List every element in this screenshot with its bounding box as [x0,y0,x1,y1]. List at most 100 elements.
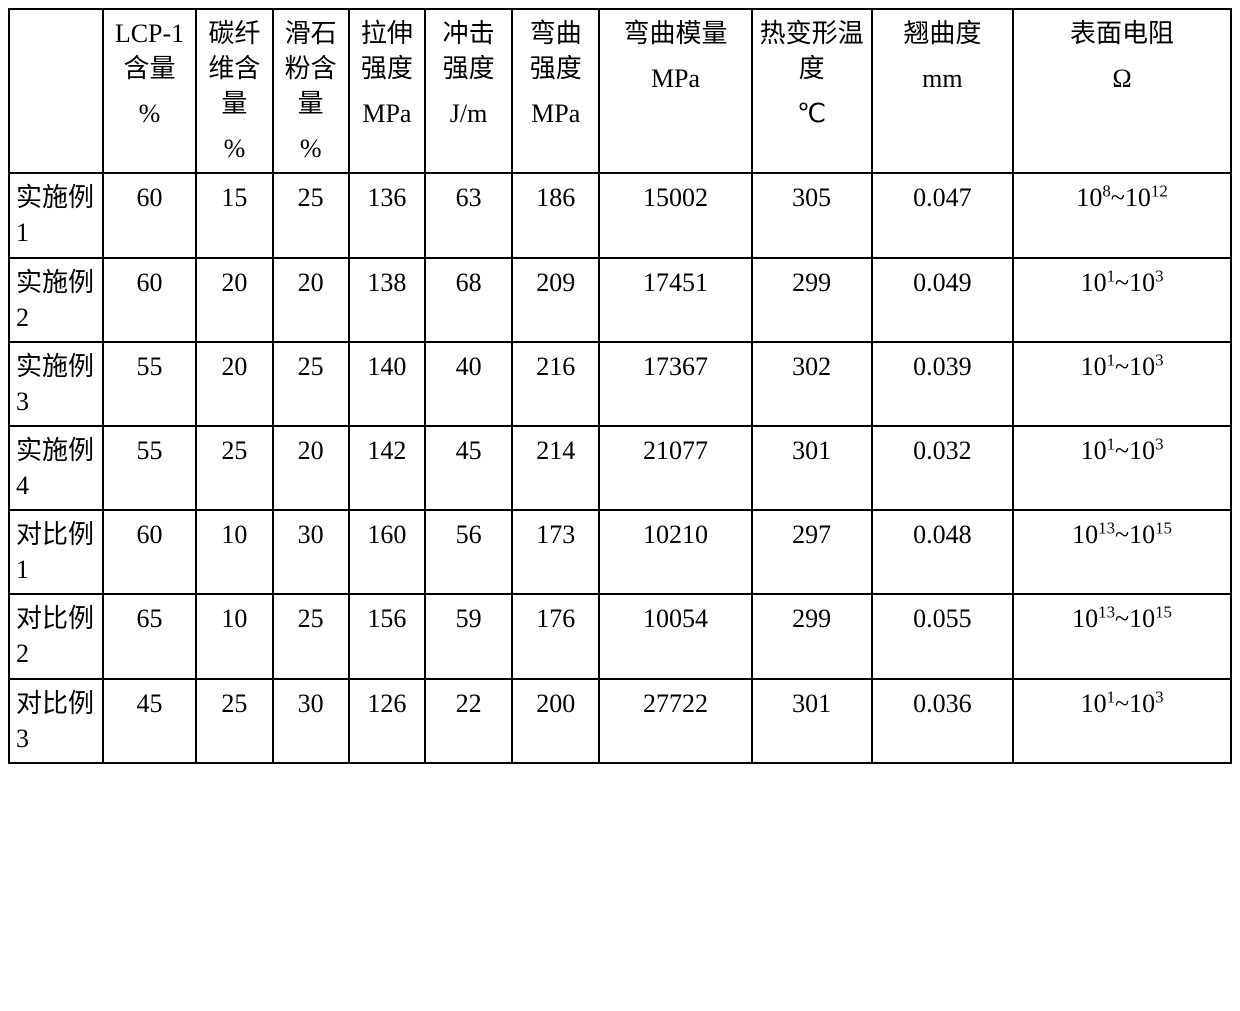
exp-hi: 3 [1155,266,1163,285]
cell-warp: 0.049 [872,258,1014,342]
exp-lo: 13 [1098,518,1115,537]
col-header-10: 表面电阻 Ω [1013,9,1231,173]
cell-impact: 59 [425,594,512,678]
cell-cf: 25 [196,426,272,510]
cell-flex_mod: 27722 [599,679,751,763]
row-label: 对比例 1 [9,510,103,594]
cell-lcp: 60 [103,173,197,257]
properties-table: LCP-1 含量%碳纤维含量%滑石粉含量%拉伸强度MPa冲击强度J/m弯曲强度M… [8,8,1232,764]
cell-warp: 0.048 [872,510,1014,594]
exp-hi: 3 [1155,350,1163,369]
cell-warp: 0.055 [872,594,1014,678]
cell-flex_str: 173 [512,510,599,594]
col-header-9: 翘曲度 mm [872,9,1014,173]
cell-cf: 20 [196,258,272,342]
cell-talc: 25 [273,173,349,257]
cell-impact: 63 [425,173,512,257]
col-header-unit: % [201,131,267,166]
cell-lcp: 55 [103,426,197,510]
cell-surface-resistance: 101~103 [1013,426,1231,510]
col-header-unit: mm [877,61,1009,96]
exp-hi: 12 [1151,182,1168,201]
cell-lcp: 60 [103,510,197,594]
table-header-row: LCP-1 含量%碳纤维含量%滑石粉含量%拉伸强度MPa冲击强度J/m弯曲强度M… [9,9,1231,173]
exp-lo: 1 [1107,350,1115,369]
cell-lcp: 65 [103,594,197,678]
cell-warp: 0.047 [872,173,1014,257]
col-header-label: 弯曲模量 [604,16,746,51]
col-header-unit: MPa [354,96,420,131]
cell-warp: 0.032 [872,426,1014,510]
cell-talc: 20 [273,258,349,342]
cell-flex_str: 214 [512,426,599,510]
col-header-unit: MPa [604,61,746,96]
cell-impact: 22 [425,679,512,763]
cell-flex_mod: 17367 [599,342,751,426]
col-header-unit: % [278,131,344,166]
col-header-label: 表面电阻 [1018,16,1226,51]
cell-talc: 30 [273,510,349,594]
table-row: 实施例 160152513663186150023050.047108~1012 [9,173,1231,257]
cell-flex_str: 186 [512,173,599,257]
cell-tensile: 156 [349,594,425,678]
cell-surface-resistance: 1013~1015 [1013,510,1231,594]
exp-lo: 13 [1098,603,1115,622]
row-label: 对比例 2 [9,594,103,678]
cell-hdt: 299 [752,594,872,678]
col-header-2: 碳纤维含量% [196,9,272,173]
cell-cf: 15 [196,173,272,257]
cell-warp: 0.039 [872,342,1014,426]
cell-impact: 40 [425,342,512,426]
col-header-4: 拉伸强度MPa [349,9,425,173]
cell-tensile: 136 [349,173,425,257]
exp-hi: 3 [1155,434,1163,453]
cell-talc: 25 [273,342,349,426]
col-header-label: 翘曲度 [877,16,1009,51]
cell-flex_mod: 10054 [599,594,751,678]
table-row: 实施例 355202514040216173673020.039101~103 [9,342,1231,426]
col-header-label: 碳纤维含量 [201,16,267,121]
table-row: 对比例 265102515659176100542990.0551013~101… [9,594,1231,678]
cell-cf: 20 [196,342,272,426]
col-header-label: 滑石粉含量 [278,16,344,121]
cell-tensile: 142 [349,426,425,510]
cell-flex_mod: 17451 [599,258,751,342]
cell-flex_str: 216 [512,342,599,426]
cell-surface-resistance: 101~103 [1013,342,1231,426]
exp-lo: 1 [1107,687,1115,706]
col-header-label: 冲击强度 [430,16,507,86]
cell-warp: 0.036 [872,679,1014,763]
cell-flex_mod: 15002 [599,173,751,257]
cell-cf: 10 [196,594,272,678]
exp-lo: 1 [1107,434,1115,453]
cell-hdt: 305 [752,173,872,257]
exp-lo: 1 [1107,266,1115,285]
col-header-label: LCP-1 含量 [108,16,192,86]
cell-flex_str: 200 [512,679,599,763]
row-label: 实施例 2 [9,258,103,342]
col-header-label: 热变形温度 [757,16,867,86]
cell-tensile: 160 [349,510,425,594]
cell-flex_mod: 21077 [599,426,751,510]
cell-lcp: 60 [103,258,197,342]
exp-lo: 8 [1102,182,1110,201]
cell-impact: 68 [425,258,512,342]
col-header-unit: Ω [1018,61,1226,96]
col-header-3: 滑石粉含量% [273,9,349,173]
cell-hdt: 301 [752,679,872,763]
cell-impact: 45 [425,426,512,510]
cell-flex_str: 209 [512,258,599,342]
col-header-5: 冲击强度J/m [425,9,512,173]
col-header-0 [9,9,103,173]
col-header-8: 热变形温度℃ [752,9,872,173]
cell-flex_mod: 10210 [599,510,751,594]
table-row: 实施例 260202013868209174512990.049101~103 [9,258,1231,342]
col-header-unit: MPa [517,96,594,131]
cell-hdt: 297 [752,510,872,594]
cell-lcp: 55 [103,342,197,426]
row-label: 实施例 1 [9,173,103,257]
cell-flex_str: 176 [512,594,599,678]
exp-hi: 3 [1155,687,1163,706]
row-label: 对比例 3 [9,679,103,763]
exp-hi: 15 [1155,603,1172,622]
